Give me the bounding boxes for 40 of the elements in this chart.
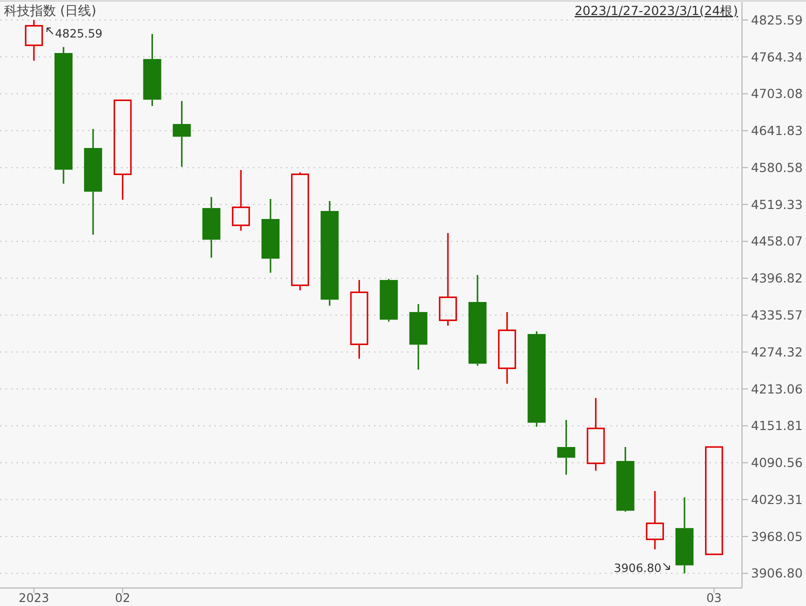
y-tick-label: 4703.08 xyxy=(751,86,803,102)
candlestick xyxy=(380,278,398,322)
candlestick xyxy=(350,279,368,360)
y-tick-label: 4764.34 xyxy=(751,49,803,64)
y-tick-label: 3968.05 xyxy=(751,528,803,544)
candlestick xyxy=(84,128,102,236)
y-tick-label: 3906.80 xyxy=(751,566,803,581)
candlestick xyxy=(409,303,428,370)
y-tick-label: 4274.32 xyxy=(751,344,803,360)
y-tick-label: 4029.31 xyxy=(751,492,803,507)
candlestick xyxy=(172,100,191,168)
candlestick xyxy=(675,496,694,574)
y-tick-label: 4580.58 xyxy=(751,160,803,175)
candlestick xyxy=(528,330,546,428)
candlestick xyxy=(143,33,162,107)
candlestick xyxy=(468,274,487,366)
candlestick xyxy=(320,200,339,306)
annotation: 4825.59 xyxy=(54,26,103,40)
x-tick-label: 03 xyxy=(706,591,722,605)
y-tick-label: 4335.57 xyxy=(751,308,803,323)
y-tick-label: 4641.83 xyxy=(751,123,803,138)
x-tick-label: 2023 xyxy=(18,591,50,605)
chart-subtitle: 2023/1/27-2023/3/1(24根) xyxy=(574,3,738,18)
candlestick xyxy=(202,196,220,258)
candlestick xyxy=(646,490,664,550)
y-tick-label: 4151.81 xyxy=(751,418,803,434)
annotation: 3906.80 xyxy=(614,561,662,576)
y-tick-label: 4090.56 xyxy=(751,455,803,470)
candlestick xyxy=(498,311,516,384)
candlestick xyxy=(54,46,73,184)
candlestick xyxy=(261,198,280,274)
y-tick-label: 4396.82 xyxy=(751,270,803,286)
y-tick-label: 4458.07 xyxy=(751,234,803,249)
y-tick-label: 4519.33 xyxy=(751,196,803,212)
y-tick-label: 4213.06 xyxy=(751,381,803,396)
y-tick-label: 4825.59 xyxy=(751,12,803,28)
x-tick-label: 02 xyxy=(115,591,130,605)
candlestick xyxy=(616,446,634,512)
candlestick xyxy=(557,419,576,476)
chart-title: 科技指数 (日线) xyxy=(4,4,96,19)
